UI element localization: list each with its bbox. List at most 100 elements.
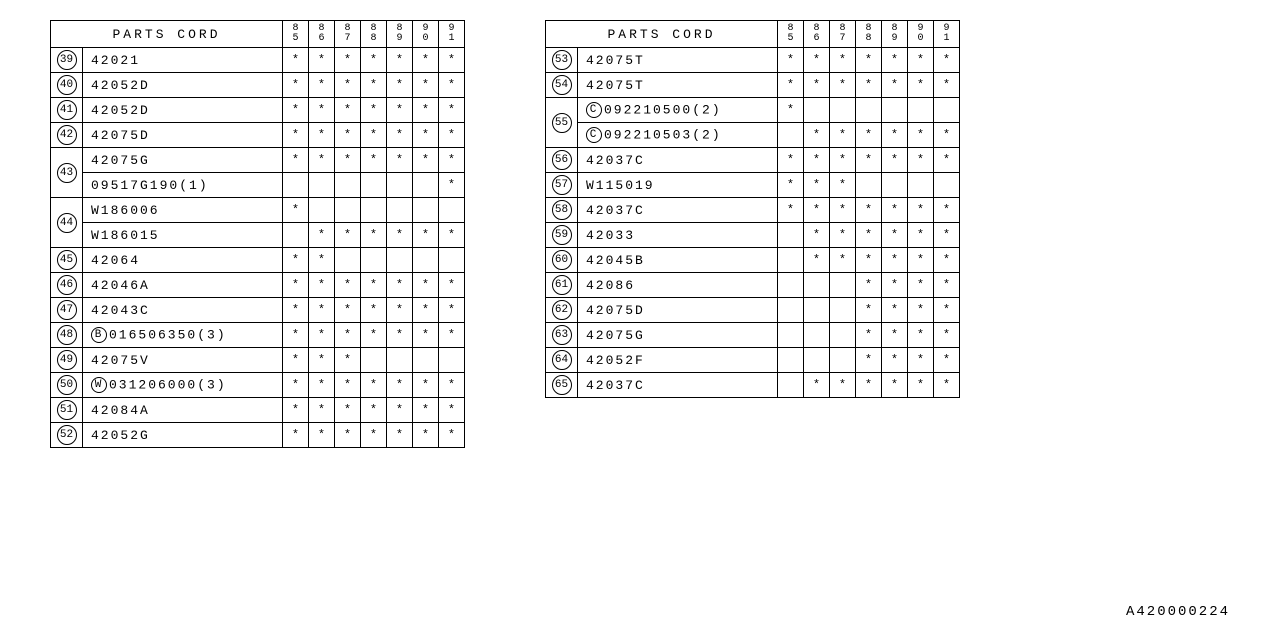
- part-number: 42045B: [586, 253, 645, 268]
- year-mark-cell: *: [856, 248, 882, 273]
- ref-cell: 45: [51, 248, 83, 273]
- year-mark-cell: *: [439, 73, 465, 98]
- year-mark-cell: *: [413, 148, 439, 173]
- part-number-cell: 42052D: [83, 73, 283, 98]
- ref-cell: 50: [51, 373, 83, 398]
- year-mark-cell: *: [283, 198, 309, 223]
- year-mark-cell: *: [309, 323, 335, 348]
- footer-code: A420000224: [1126, 604, 1230, 620]
- ref-cell: 49: [51, 348, 83, 373]
- circled-ref-num: 62: [552, 300, 572, 320]
- table-row: 5642037C*******: [546, 148, 960, 173]
- circled-ref-num: 42: [57, 125, 77, 145]
- header-parts-cord: PARTS CORD: [51, 21, 283, 48]
- circled-ref-num: 53: [552, 50, 572, 70]
- year-mark-cell: [804, 348, 830, 373]
- year-mark-cell: *: [856, 123, 882, 148]
- circled-ref-num: 44: [57, 213, 77, 233]
- table-row: 44W186006*: [51, 198, 465, 223]
- ref-cell: 47: [51, 298, 83, 323]
- year-mark-cell: [361, 248, 387, 273]
- year-mark-cell: *: [413, 98, 439, 123]
- table-row: 5142084A*******: [51, 398, 465, 423]
- part-number-cell: B016506350(3): [83, 323, 283, 348]
- year-mark-cell: *: [335, 273, 361, 298]
- year-mark-cell: *: [439, 273, 465, 298]
- part-number-cell: C092210503(2): [578, 123, 778, 148]
- year-mark-cell: [335, 248, 361, 273]
- year-mark-cell: *: [934, 48, 960, 73]
- year-mark-cell: *: [439, 398, 465, 423]
- year-mark-cell: *: [439, 148, 465, 173]
- parts-table-left: PARTS CORD858687888990913942021*******40…: [50, 20, 465, 448]
- year-mark-cell: [882, 173, 908, 198]
- year-mark-cell: *: [387, 223, 413, 248]
- year-mark-cell: *: [856, 323, 882, 348]
- year-mark-cell: *: [335, 373, 361, 398]
- circled-ref-num: 47: [57, 300, 77, 320]
- circled-ref-num: 56: [552, 150, 572, 170]
- year-mark-cell: *: [309, 298, 335, 323]
- year-mark-cell: [778, 373, 804, 398]
- part-number-cell: 42084A: [83, 398, 283, 423]
- circled-ref-num: 60: [552, 250, 572, 270]
- year-mark-cell: *: [439, 123, 465, 148]
- year-mark-cell: *: [361, 48, 387, 73]
- circled-ref-num: 64: [552, 350, 572, 370]
- year-mark-cell: *: [856, 273, 882, 298]
- year-mark-cell: *: [361, 73, 387, 98]
- part-number-cell: 42045B: [578, 248, 778, 273]
- header-year-87: 87: [335, 21, 361, 48]
- year-mark-cell: [361, 173, 387, 198]
- part-number-cell: 42037C: [578, 198, 778, 223]
- year-mark-cell: [309, 173, 335, 198]
- year-mark-cell: *: [882, 373, 908, 398]
- year-mark-cell: [934, 173, 960, 198]
- year-mark-cell: *: [778, 148, 804, 173]
- year-mark-cell: *: [804, 198, 830, 223]
- circled-ref-num: 50: [57, 375, 77, 395]
- part-number-cell: 42043C: [83, 298, 283, 323]
- year-mark-cell: *: [830, 48, 856, 73]
- year-mark-cell: *: [361, 298, 387, 323]
- year-mark-cell: *: [309, 98, 335, 123]
- year-mark-cell: *: [283, 323, 309, 348]
- year-mark-cell: [361, 198, 387, 223]
- year-mark-cell: *: [908, 373, 934, 398]
- part-number-cell: 42052D: [83, 98, 283, 123]
- year-mark-cell: *: [882, 48, 908, 73]
- year-mark-cell: *: [804, 248, 830, 273]
- circled-ref-num: 43: [57, 163, 77, 183]
- table-row: 6142086****: [546, 273, 960, 298]
- year-mark-cell: *: [387, 148, 413, 173]
- year-mark-cell: *: [804, 173, 830, 198]
- header-year-87: 87: [830, 21, 856, 48]
- circled-ref-num: 58: [552, 200, 572, 220]
- ref-cell: 63: [546, 323, 578, 348]
- year-mark-cell: [830, 98, 856, 123]
- part-number-cell: 42075G: [83, 148, 283, 173]
- year-mark-cell: *: [413, 48, 439, 73]
- circled-ref-num: 59: [552, 225, 572, 245]
- year-mark-cell: [804, 273, 830, 298]
- year-mark-cell: *: [361, 323, 387, 348]
- year-mark-cell: *: [882, 223, 908, 248]
- circled-letter-b: B: [91, 327, 107, 343]
- year-mark-cell: *: [856, 148, 882, 173]
- year-mark-cell: [283, 173, 309, 198]
- part-number: 42037C: [586, 203, 645, 218]
- header-year-88: 88: [856, 21, 882, 48]
- year-mark-cell: *: [413, 423, 439, 448]
- year-mark-cell: [439, 348, 465, 373]
- part-number-cell: W031206000(3): [83, 373, 283, 398]
- ref-cell: 59: [546, 223, 578, 248]
- year-mark-cell: *: [908, 48, 934, 73]
- year-mark-cell: [778, 298, 804, 323]
- year-mark-cell: *: [387, 298, 413, 323]
- year-mark-cell: *: [778, 173, 804, 198]
- year-mark-cell: *: [934, 298, 960, 323]
- year-mark-cell: *: [387, 398, 413, 423]
- part-number: 016506350(3): [109, 327, 227, 342]
- year-mark-cell: *: [908, 323, 934, 348]
- circled-ref-num: 55: [552, 113, 572, 133]
